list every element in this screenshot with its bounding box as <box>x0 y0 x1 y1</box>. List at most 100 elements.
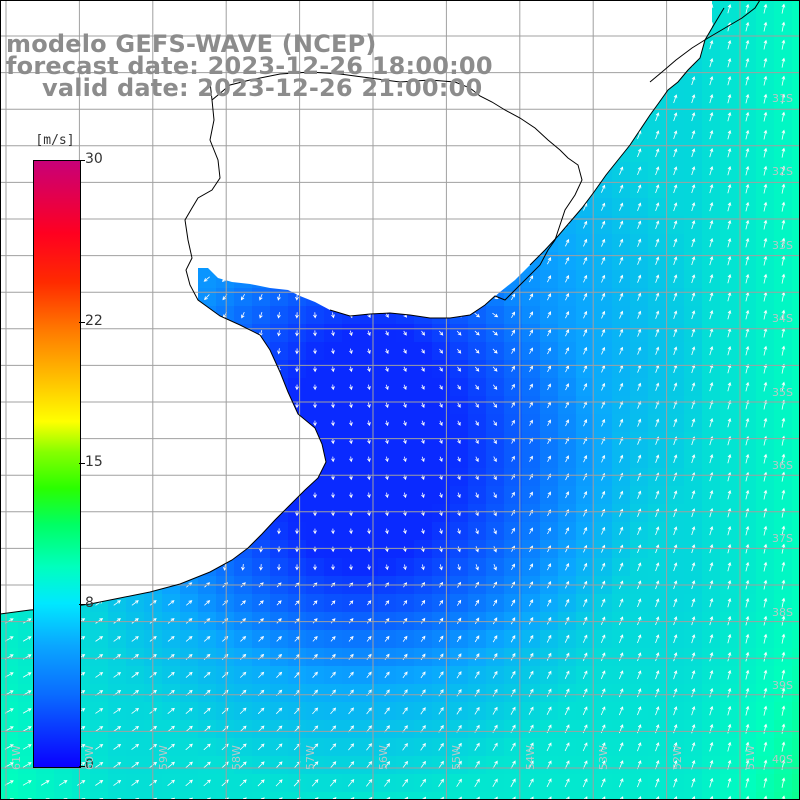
wind-arrow <box>384 635 390 642</box>
wind-arrow <box>510 778 516 788</box>
wind-cell <box>216 792 235 800</box>
wind-arrow <box>727 3 732 14</box>
wind-arrow <box>277 528 281 535</box>
wind-arrow <box>763 489 768 500</box>
wind-arrow <box>781 795 786 800</box>
wind-arrow <box>691 310 696 320</box>
wind-arrow <box>691 238 696 248</box>
wind-arrow <box>655 508 660 518</box>
wind-arrow <box>240 294 245 301</box>
wind-arrow <box>312 618 318 624</box>
wind-arrow <box>763 381 768 392</box>
wind-cell <box>90 792 109 800</box>
wind-cell <box>792 486 800 505</box>
wind-arrow <box>655 526 660 536</box>
wind-arrow <box>421 492 425 499</box>
wind-arrow <box>547 275 552 283</box>
wind-cell <box>792 594 800 613</box>
wind-arrow <box>385 492 389 499</box>
wind-arrow <box>366 618 372 624</box>
wind-arrow <box>727 93 732 104</box>
wind-arrow <box>691 777 696 788</box>
wind-arrow <box>781 255 786 266</box>
wind-arrow <box>619 616 624 626</box>
coastline <box>0 0 761 615</box>
wind-arrow <box>331 438 335 445</box>
wind-arrow <box>367 348 371 355</box>
wind-arrow <box>385 546 389 553</box>
wind-arrow <box>456 599 462 606</box>
wind-arrow <box>637 328 642 337</box>
wind-arrow <box>367 528 371 535</box>
wind-arrow <box>781 471 786 482</box>
wind-arrow <box>619 418 624 427</box>
wind-arrow <box>222 635 229 642</box>
wind-cell <box>252 792 271 800</box>
wind-arrow <box>727 255 732 266</box>
wind-arrow <box>655 166 660 176</box>
wind-arrow <box>619 292 624 301</box>
wind-arrow <box>313 564 317 571</box>
wind-arrow <box>691 652 696 662</box>
wind-arrow <box>492 635 498 643</box>
wind-arrow <box>673 166 678 176</box>
wind-arrow <box>691 598 696 608</box>
wind-arrow <box>691 184 696 194</box>
wind-arrow <box>673 256 678 266</box>
wind-arrow <box>619 634 624 644</box>
wind-arrow <box>691 274 696 284</box>
wind-arrow <box>546 598 552 607</box>
wind-arrow <box>366 761 373 769</box>
wind-arrow <box>384 617 390 624</box>
wind-arrow <box>619 796 624 800</box>
wind-arrow <box>348 671 354 679</box>
wind-cell <box>792 648 800 667</box>
wind-arrow <box>113 618 121 624</box>
longitude-label: 55W <box>450 745 464 770</box>
wind-arrow <box>781 615 786 626</box>
wind-arrow <box>367 366 371 373</box>
wind-arrow <box>203 761 211 769</box>
wind-arrow <box>313 546 317 553</box>
wind-arrow <box>475 528 479 535</box>
wind-arrow <box>546 742 552 752</box>
wind-arrow <box>366 600 372 606</box>
wind-arrow <box>511 527 515 534</box>
wind-arrow <box>601 274 606 283</box>
wind-arrow <box>583 256 588 265</box>
wind-arrow <box>529 491 533 498</box>
longitude-label: 56W <box>377 745 390 770</box>
wind-arrow <box>475 564 479 571</box>
wind-arrow <box>420 742 426 751</box>
wind-cell <box>792 270 800 289</box>
wind-arrow <box>421 348 425 354</box>
wind-arrow <box>95 636 104 642</box>
wind-arrow <box>420 635 426 642</box>
wind-arrow <box>601 184 606 193</box>
wind-arrow <box>167 761 176 769</box>
wind-arrow <box>727 525 732 536</box>
wind-arrow <box>185 761 193 769</box>
wind-arrow <box>709 364 714 374</box>
wind-arrow <box>637 778 642 788</box>
wind-arrow <box>295 384 299 391</box>
wind-arrow <box>348 707 354 715</box>
wind-arrow <box>420 760 426 769</box>
map-title-model: modelo GEFS-WAVE (NCEP) <box>6 30 377 58</box>
wind-arrow <box>367 564 371 571</box>
wind-arrow <box>547 491 551 499</box>
wind-arrow <box>493 563 497 571</box>
map-title-forecast-date: forecast date: 2023-12-26 18:00:00 <box>6 52 493 80</box>
wind-arrow <box>384 653 390 660</box>
wind-arrow <box>763 111 768 122</box>
wind-cell <box>792 198 800 217</box>
wind-arrow <box>763 471 768 482</box>
wind-arrow <box>655 634 660 644</box>
wind-arrow <box>601 454 606 463</box>
wind-arrow <box>781 75 786 86</box>
wind-arrow <box>781 723 786 734</box>
wind-arrow <box>673 454 678 464</box>
wind-arrow <box>637 400 642 409</box>
wind-arrow <box>727 111 732 122</box>
wind-arrow <box>565 293 570 301</box>
